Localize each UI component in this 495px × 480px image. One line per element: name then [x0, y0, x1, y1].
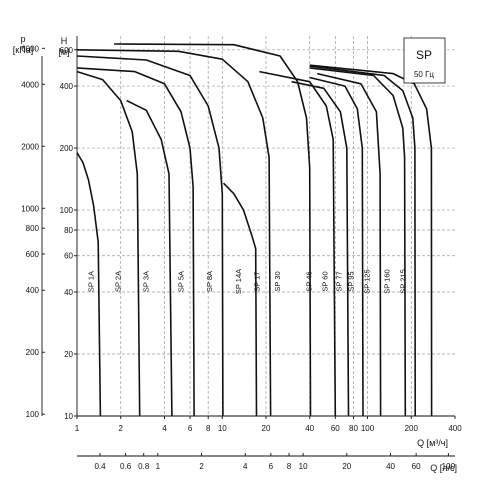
- pressure-tick-label: 400: [26, 286, 40, 295]
- curve-sp-8a: [76, 55, 224, 417]
- head-tick-label: 200: [60, 144, 74, 153]
- series-label-sp-125: SP 125: [362, 269, 371, 293]
- head-tick-label: 80: [64, 226, 73, 235]
- flow-ls-tick-label: 0.4: [94, 462, 106, 471]
- series-label-sp-8a: SP 8A: [205, 271, 214, 292]
- curve-sp-46: [259, 70, 337, 417]
- flow-ls-tick-label: 0.8: [138, 462, 150, 471]
- flow-ls-tick-label: 4: [243, 462, 248, 471]
- series-label-sp-3a: SP 3A: [141, 271, 150, 292]
- series-label-sp-1a: SP 1A: [87, 271, 96, 292]
- pressure-tick-label: 6000: [21, 44, 39, 53]
- head-axis-unit: [м]: [58, 47, 69, 57]
- head-axis-title: H: [61, 36, 68, 46]
- series-label-sp-2a: SP 2A: [114, 271, 123, 292]
- curve-sp-215: [309, 64, 433, 417]
- flow-tick-label: 8: [206, 424, 211, 433]
- flow-tick-label: 1: [75, 424, 80, 433]
- flow-axis-ls-title: Q [л/с]: [430, 463, 457, 473]
- flow-ls-tick-label: 6: [269, 462, 274, 471]
- flow-tick-label: 200: [405, 424, 419, 433]
- pressure-tick-label: 4000: [21, 80, 39, 89]
- curve-sp-5a: [76, 67, 195, 417]
- flow-tick-label: 400: [448, 424, 462, 433]
- pressure-tick-label: 2000: [21, 142, 39, 151]
- curve-sp-125: [309, 67, 407, 417]
- pressure-tick-label: 800: [26, 224, 40, 233]
- curve-sp-77: [309, 76, 364, 417]
- performance-curves: [76, 43, 433, 417]
- flow-ls-tick-label: 100: [442, 462, 456, 471]
- curve-sp-2a: [76, 70, 141, 417]
- series-label-sp-160: SP 160: [383, 269, 392, 293]
- flow-tick-label: 40: [305, 424, 314, 433]
- legend-subtitle: 50 Гц: [414, 70, 434, 79]
- flow-ls-tick-label: 8: [287, 462, 292, 471]
- head-tick-label: 600: [60, 46, 74, 55]
- flow-tick-label: 100: [361, 424, 375, 433]
- pressure-tick-label: 200: [26, 348, 40, 357]
- flow-axis-m3h-title: Q [м³/ч]: [417, 438, 448, 448]
- series-label-sp-30: SP 30: [273, 271, 282, 291]
- series-label-sp-60: SP 60: [320, 271, 329, 291]
- flow-ls-tick-label: 10: [299, 462, 308, 471]
- pressure-tick-label: 1000: [21, 204, 39, 213]
- pressure-axis-unit: [кПа]: [13, 45, 33, 55]
- curve-sp-17: [76, 49, 272, 417]
- flow-ls-tick-label: 2: [199, 462, 204, 471]
- flow-ls-tick-label: 20: [342, 462, 351, 471]
- head-tick-label: 100: [60, 206, 74, 215]
- flow-tick-label: 10: [218, 424, 227, 433]
- series-labels: SP 1A SP 2A SP 3A SP 5A SP 8A SP 14A SP 17 SP 3…: [87, 269, 408, 294]
- flow-tick-label: 60: [331, 424, 340, 433]
- flow-ls-tick-label: 60: [412, 462, 421, 471]
- pressure-tick-label: 600: [26, 250, 40, 259]
- grid: [77, 36, 455, 416]
- series-label-sp-215: SP 215: [398, 269, 407, 293]
- flow-tick-label: 20: [262, 424, 271, 433]
- curve-sp-3a: [126, 99, 173, 417]
- curve-sp-60: [291, 80, 350, 417]
- series-label-sp-95: SP 95: [346, 271, 355, 291]
- pressure-axis-title: p: [20, 34, 25, 44]
- head-tick-label: 400: [60, 82, 74, 91]
- series-label-sp-5a: SP 5A: [176, 271, 185, 292]
- legend-title: SP: [416, 48, 432, 62]
- head-tick-label: 60: [64, 252, 73, 261]
- curve-sp-30: [114, 43, 312, 417]
- head-tick-label: 40: [64, 288, 73, 297]
- series-label-sp-46: SP 46: [304, 271, 313, 291]
- head-tick-label: 20: [64, 350, 73, 359]
- curve-sp-14a: [222, 182, 258, 417]
- pressure-tick-label: 100: [26, 410, 40, 419]
- flow-tick-label: 80: [349, 424, 358, 433]
- series-label-sp-77: SP 77: [334, 271, 343, 291]
- flow-tick-label: 6: [188, 424, 193, 433]
- flow-ls-tick-label: 1: [156, 462, 161, 471]
- flow-tick-label: 4: [162, 424, 167, 433]
- curve-sp-1a: [76, 152, 102, 417]
- series-label-sp-14a: SP 14A: [234, 269, 243, 294]
- axes: 6004002001008060402010600040002000100080…: [21, 36, 462, 471]
- flow-ls-tick-label: 0.6: [120, 462, 132, 471]
- flow-ls-tick-label: 40: [386, 462, 395, 471]
- flow-tick-label: 2: [119, 424, 124, 433]
- curve-sp-95: [317, 72, 382, 417]
- legend-box: SP 50 Гц: [403, 37, 446, 84]
- head-tick-label: 10: [64, 412, 73, 421]
- series-label-sp-17: SP 17: [252, 271, 261, 291]
- curve-sp-160: [309, 65, 416, 417]
